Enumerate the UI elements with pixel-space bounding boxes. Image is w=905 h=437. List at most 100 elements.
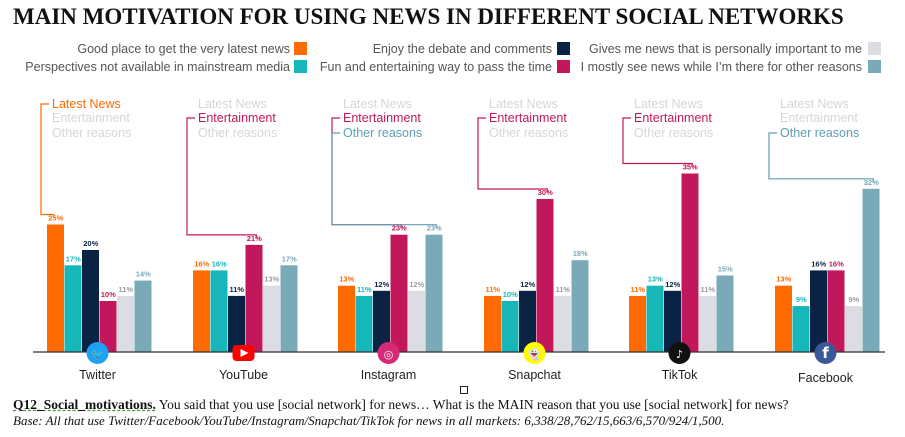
data-label-twitter-4: 11% <box>118 285 133 294</box>
category-label-youtube: YouTube <box>219 368 268 382</box>
bar-tiktok-2 <box>664 290 681 352</box>
data-label-twitter-1: 17% <box>66 254 81 263</box>
data-label-tiktok-2: 12% <box>665 280 680 289</box>
annotation-bracket-twitter-0 <box>40 103 55 218</box>
data-label-facebook-0: 13% <box>776 275 791 284</box>
annotation-bracket-youtube-1 <box>186 117 257 238</box>
data-label-instagram-0: 13% <box>339 275 354 284</box>
category-label-facebook: Facebook <box>798 371 854 385</box>
data-label-facebook-2: 16% <box>811 259 826 268</box>
snapchat-icon <box>523 342 546 364</box>
question-id[interactable]: Q12_Social_motivations. <box>13 397 156 412</box>
legend-label-other-reasons: I mostly see news while I’m there for ot… <box>580 60 862 74</box>
data-label-youtube-1: 16% <box>212 259 227 268</box>
data-label-tiktok-5: 15% <box>718 265 733 274</box>
tiktok-icon <box>668 342 691 364</box>
annotation-bracket-facebook-2 <box>768 132 874 182</box>
data-label-facebook-3: 16% <box>829 259 844 268</box>
data-label-tiktok-3: 35% <box>683 163 698 172</box>
twitter-icon <box>86 342 109 364</box>
bar-facebook-3 <box>827 270 845 352</box>
bar-tiktok-5 <box>716 275 734 352</box>
resize-handle[interactable] <box>460 386 468 394</box>
data-label-instagram-3: 23% <box>392 224 407 233</box>
annotation-label-snapchat-1: Entertainment <box>489 111 567 125</box>
annotation-label-tiktok-1: Entertainment <box>634 111 712 125</box>
bar-youtube-2 <box>228 295 245 352</box>
bar-twitter-2 <box>82 250 99 352</box>
data-label-youtube-2: 11% <box>229 285 244 294</box>
legend-label-perspectives: Perspectives not available in mainstream… <box>25 60 290 74</box>
data-label-twitter-0: 25% <box>48 214 63 223</box>
bar-facebook-1 <box>792 306 810 352</box>
data-label-snapchat-2: 12% <box>520 280 535 289</box>
legend-label-personally-important: Gives me news that is personally importa… <box>588 42 862 56</box>
bar-facebook-4 <box>845 306 862 352</box>
base-footnote: Base: All that use Twitter/Facebook/YouT… <box>13 413 725 428</box>
legend-label-latest-news: Good place to get the very latest news <box>77 42 290 56</box>
bar-instagram-5 <box>425 234 443 352</box>
bar-snapchat-2 <box>519 290 536 352</box>
data-label-facebook-1: 9% <box>796 295 807 304</box>
data-label-snapchat-4: 11% <box>555 285 570 294</box>
annotation-label-twitter-1: Entertainment <box>52 111 130 125</box>
annotation-label-tiktok-0: Latest News <box>634 97 703 111</box>
annotation-bracket-snapchat-1 <box>477 117 548 192</box>
data-label-youtube-4: 13% <box>264 275 279 284</box>
data-label-snapchat-1: 10% <box>503 290 518 299</box>
data-label-youtube-3: 21% <box>247 234 262 243</box>
instagram-icon <box>377 342 400 364</box>
bar-twitter-3 <box>99 301 117 352</box>
category-label-snapchat: Snapchat <box>508 368 561 382</box>
bar-youtube-5 <box>280 265 298 352</box>
bar-snapchat-5 <box>571 260 589 352</box>
bar-facebook-2 <box>810 270 827 352</box>
bar-tiktok-0 <box>629 295 646 352</box>
data-label-youtube-0: 16% <box>194 259 209 268</box>
bar-instagram-3 <box>390 234 408 352</box>
data-label-instagram-4: 12% <box>409 280 424 289</box>
data-label-tiktok-4: 11% <box>700 285 715 294</box>
data-label-facebook-4: 9% <box>848 295 859 304</box>
twitter-icon-glyph: 🐦 <box>91 348 105 361</box>
tiktok-icon-glyph: ♪ <box>676 348 683 361</box>
question-footnote: Q12_Social_motivations. You said that yo… <box>13 397 789 413</box>
data-label-twitter-2: 20% <box>83 239 98 248</box>
data-label-instagram-5: 23% <box>427 224 442 233</box>
data-label-facebook-5: 32% <box>864 178 879 187</box>
annotation-label-snapchat-0: Latest News <box>489 97 558 111</box>
legend-swatch-fun <box>557 60 570 73</box>
category-label-twitter: Twitter <box>79 368 116 382</box>
data-label-snapchat-0: 11% <box>485 285 500 294</box>
data-label-instagram-2: 12% <box>374 280 389 289</box>
youtube-play-icon <box>240 349 249 357</box>
bar-youtube-4 <box>263 285 280 352</box>
bar-twitter-5 <box>134 280 152 352</box>
bar-tiktok-3 <box>681 173 699 352</box>
bar-youtube-0 <box>193 270 210 352</box>
bar-instagram-4 <box>408 290 425 352</box>
facebook-icon <box>814 342 837 364</box>
bar-facebook-5 <box>862 188 880 352</box>
annotation-label-tiktok-2: Other reasons <box>634 126 713 140</box>
bar-snapchat-3 <box>536 199 554 352</box>
data-label-tiktok-1: 13% <box>648 275 663 284</box>
annotation-bracket-instagram-2 <box>331 132 437 228</box>
facebook-icon-glyph: f <box>822 344 829 362</box>
bar-twitter-4 <box>117 295 134 352</box>
legend-swatch-debate <box>557 42 570 55</box>
legend-swatch-perspectives <box>294 60 307 73</box>
bar-twitter-1 <box>64 265 82 352</box>
bar-youtube-3 <box>245 244 263 352</box>
annotation-label-facebook-1: Entertainment <box>780 111 858 125</box>
data-label-snapchat-3: 30% <box>538 188 553 197</box>
annotation-label-twitter-0: Latest News <box>52 97 121 111</box>
annotation-label-youtube-0: Latest News <box>198 97 267 111</box>
annotation-label-instagram-1: Entertainment <box>343 111 421 125</box>
bar-tiktok-1 <box>646 285 664 352</box>
legend-swatch-latest-news <box>294 42 307 55</box>
annotation-label-twitter-2: Other reasons <box>52 126 131 140</box>
bar-instagram-0 <box>338 285 355 352</box>
bar-snapchat-0 <box>484 295 501 352</box>
